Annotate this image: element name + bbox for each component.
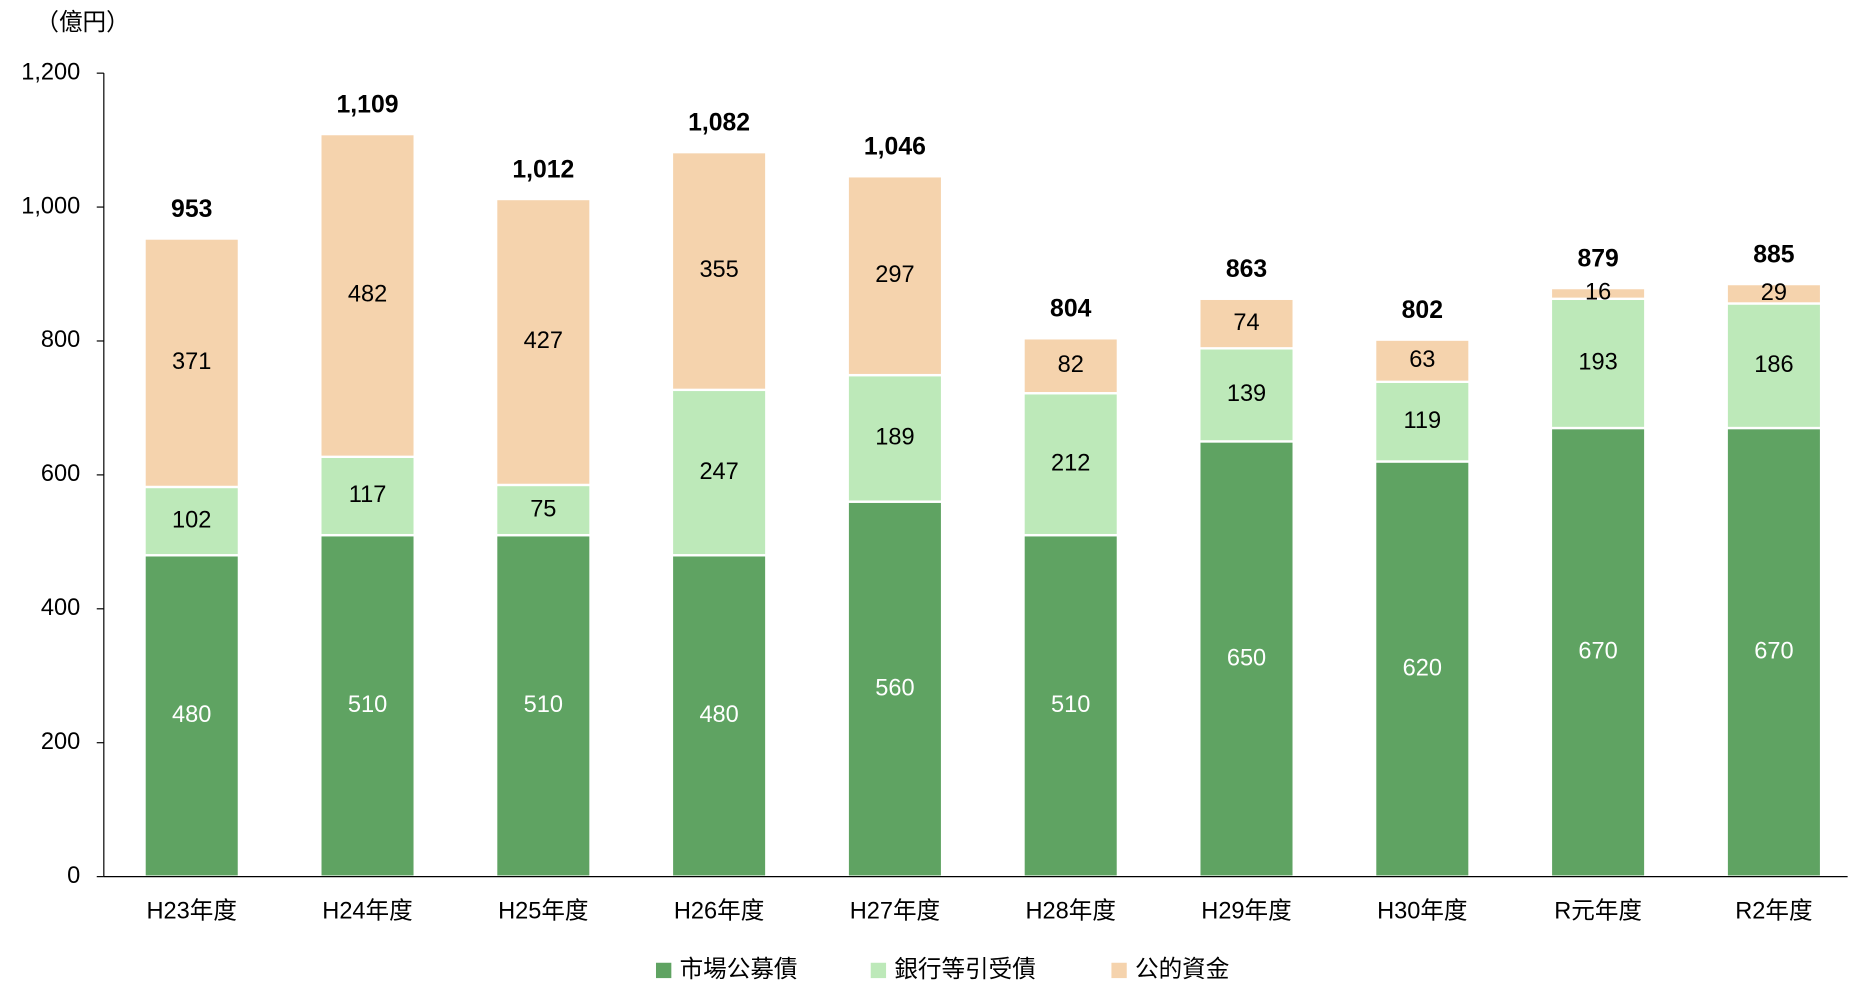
segment-label: 63: [1409, 346, 1435, 372]
bar-segment: [1373, 380, 1471, 463]
x-tick-label: H27年度: [850, 897, 940, 923]
bar-segment: [143, 237, 241, 489]
bar-segment: [319, 455, 416, 537]
x-tick-label: H30年度: [1377, 897, 1467, 923]
bar-segment: [494, 483, 592, 537]
segment-label: 117: [349, 481, 387, 507]
bar-segment: [1725, 282, 1823, 305]
segment-label: 670: [1754, 638, 1793, 664]
bar-segment: [1198, 440, 1295, 878]
bar-segment: [319, 533, 416, 878]
segment-label: 371: [172, 348, 211, 374]
bar-segment: [1725, 426, 1823, 878]
bar-segment: [670, 554, 768, 878]
legend-swatch: [870, 962, 887, 979]
x-tick-label: R元年度: [1554, 897, 1642, 923]
total-label: 1,109: [337, 91, 399, 118]
bar-segment: [1549, 297, 1647, 430]
segment-label: 560: [875, 674, 914, 700]
bar-segment: [1022, 392, 1120, 537]
segment-label: 119: [1404, 407, 1442, 433]
bar-segment: [846, 175, 944, 377]
y-tick-label: 1,200: [21, 58, 80, 84]
segment-label: 510: [1051, 691, 1090, 717]
x-tick-label: H26年度: [674, 897, 764, 923]
total-label: 885: [1753, 241, 1795, 268]
segment-label: 74: [1233, 309, 1259, 335]
total-label: 879: [1577, 245, 1618, 272]
segment-label: 16: [1585, 279, 1611, 305]
bar-segment: [670, 388, 768, 557]
segment-label: 650: [1227, 644, 1266, 670]
segment-label: 482: [348, 281, 387, 307]
segment-label: 355: [699, 256, 738, 282]
bar-segment: [1198, 297, 1295, 350]
segment-label: 620: [1403, 654, 1442, 680]
segment-label: 102: [172, 506, 211, 532]
legend-label: 公的資金: [1135, 956, 1229, 982]
bar-segment: [319, 132, 416, 458]
segment-label: 510: [524, 691, 563, 717]
segment-label: 297: [875, 261, 914, 287]
segment-label: 82: [1058, 351, 1084, 377]
x-tick-label: H23年度: [147, 897, 237, 923]
total-label: 802: [1402, 297, 1443, 324]
bar-segment: [1373, 338, 1471, 384]
y-tick-label: 600: [41, 460, 80, 486]
segment-label: 212: [1051, 449, 1090, 475]
legend-swatch: [1111, 962, 1127, 979]
y-tick-label: 800: [41, 326, 80, 352]
segment-label: 29: [1761, 279, 1787, 305]
legend-swatch: [655, 962, 672, 979]
segment-label: 193: [1578, 349, 1617, 375]
x-tick-label: H24年度: [322, 897, 412, 923]
x-tick-label: H28年度: [1026, 897, 1116, 923]
segment-label: 139: [1227, 380, 1266, 406]
bar-segment: [494, 197, 592, 487]
bar-segment: [1022, 337, 1120, 395]
total-label: 953: [171, 196, 212, 223]
segment-label: 427: [524, 327, 563, 353]
legend-label: 市場公募債: [680, 956, 798, 982]
x-tick-label: R2年度: [1735, 897, 1812, 923]
x-tick-label: H25年度: [498, 897, 588, 923]
total-label: 1,082: [688, 109, 750, 136]
total-label: 1,012: [512, 156, 574, 183]
y-tick-label: 1,000: [21, 192, 80, 218]
total-label: 804: [1050, 296, 1092, 323]
segment-label: 247: [699, 458, 738, 484]
segment-label: 189: [875, 424, 914, 450]
segment-label: 480: [699, 701, 738, 727]
legend-label: 銀行等引受債: [894, 956, 1035, 982]
segment-label: 186: [1754, 351, 1793, 377]
bar-segment: [1725, 302, 1823, 430]
bar-segment: [143, 485, 241, 557]
bar-segment: [143, 554, 241, 878]
bar-segment: [1549, 286, 1647, 300]
x-tick-label: H29年度: [1201, 897, 1291, 923]
unit-label: （億円）: [35, 9, 129, 35]
segment-label: 75: [530, 495, 556, 521]
y-tick-label: 400: [41, 594, 80, 620]
segment-label: 670: [1578, 638, 1617, 664]
y-tick-label: 0: [67, 862, 80, 888]
bar-segment: [1198, 347, 1295, 443]
bar-segment: [670, 150, 768, 392]
segment-label: 480: [172, 701, 211, 727]
total-label: 1,046: [864, 133, 926, 160]
y-tick-label: 200: [41, 728, 80, 754]
segment-label: 510: [348, 691, 387, 717]
bar-segment: [1549, 426, 1647, 878]
total-label: 863: [1226, 256, 1267, 283]
